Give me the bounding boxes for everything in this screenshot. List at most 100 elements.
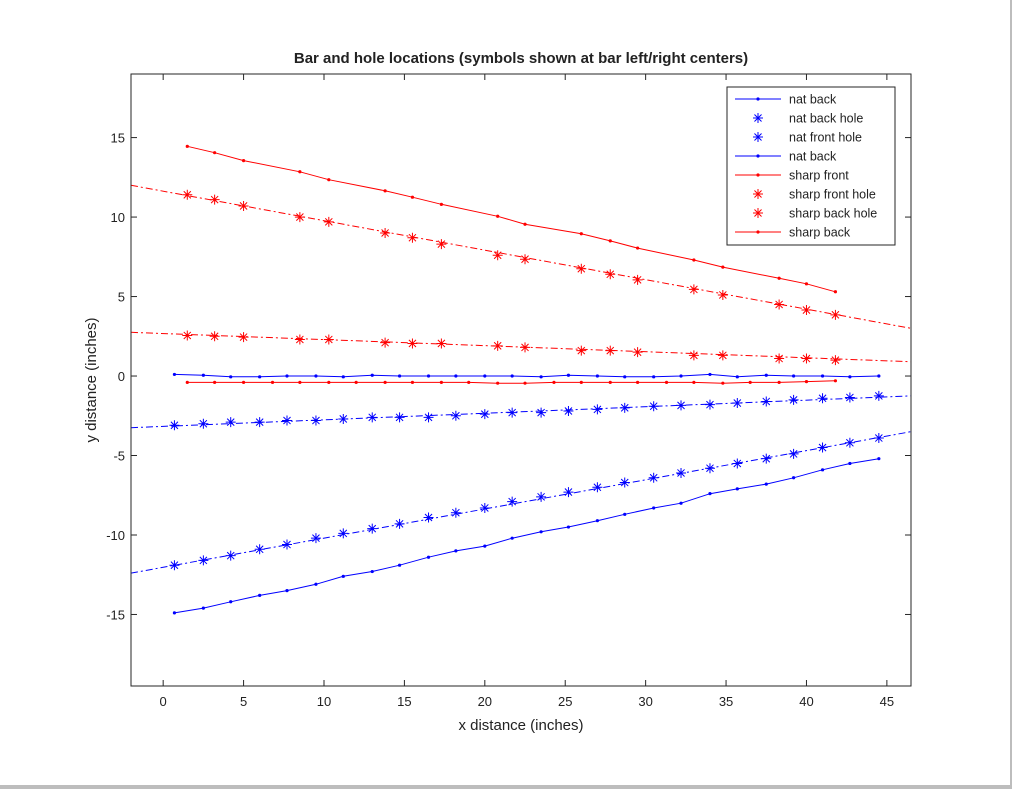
data-point-nat-back-hole-1 (536, 491, 547, 502)
data-point-nat-back-0 (595, 519, 599, 523)
data-point-sharp-front-4 (185, 380, 189, 384)
data-point-nat-back-hole-1 (310, 533, 321, 544)
data-point-nat-back-0 (877, 457, 881, 461)
x-tick-label: 10 (317, 694, 331, 709)
data-point-nat-back-0 (820, 468, 825, 472)
data-point-sharp-back-hole-6 (407, 232, 418, 243)
data-point-nat-back-hole-1 (817, 442, 828, 453)
data-point-sharp-back-hole-6 (182, 189, 193, 200)
data-point-nat-front-hole-2 (198, 418, 209, 429)
data-point-nat-back-hole-1 (761, 453, 772, 464)
data-point-nat-back-3 (426, 374, 431, 378)
legend-label: sharp front (789, 169, 849, 183)
data-point-sharp-front-hole-5 (576, 345, 587, 356)
data-point-sharp-back-7 (439, 202, 443, 206)
y-tick-label: -10 (106, 528, 125, 543)
data-point-sharp-front-4 (383, 380, 387, 384)
chart-title: Bar and hole locations (symbols shown at… (294, 50, 748, 67)
legend-label: sharp back hole (789, 207, 877, 221)
data-point-sharp-front-4 (777, 380, 781, 384)
data-point-sharp-front-4 (467, 380, 471, 384)
data-point-nat-back-0 (679, 501, 683, 505)
legend-symbol (753, 113, 763, 123)
data-point-sharp-front-hole-5 (380, 337, 391, 348)
data-point-sharp-front-4 (579, 380, 583, 384)
data-point-nat-front-hole-2 (254, 417, 265, 428)
data-point-sharp-back-hole-6 (436, 239, 447, 250)
data-point-sharp-back-hole-6 (323, 216, 334, 227)
data-point-nat-front-hole-2 (873, 390, 884, 401)
data-point-nat-back-0 (201, 606, 205, 610)
data-point-nat-back-hole-1 (648, 472, 659, 483)
data-point-sharp-back-7 (298, 170, 302, 174)
plot-area (130, 73, 912, 687)
data-point-nat-back-hole-1 (282, 539, 292, 550)
data-point-nat-back-0 (539, 530, 543, 534)
legend-entry: nat front hole (753, 131, 862, 145)
data-point-nat-front-hole-2 (761, 396, 772, 407)
data-point-nat-back-3 (708, 372, 712, 377)
data-point-sharp-front-4 (496, 381, 500, 385)
data-point-nat-back-hole-1 (676, 467, 687, 478)
data-point-nat-back-0 (764, 482, 768, 486)
data-point-nat-back-0 (791, 476, 796, 480)
data-point-nat-back-3 (201, 373, 205, 377)
y-axis: -15 -10 -5 0 5 10 15 (106, 131, 911, 622)
data-point-nat-back-0 (370, 569, 374, 574)
data-point-sharp-back-hole-6 (774, 299, 785, 310)
data-point-nat-back-3 (539, 375, 543, 379)
data-point-nat-front-hole-2 (676, 400, 687, 411)
data-point-sharp-front-4 (410, 380, 415, 384)
x-axis-label: x distance (inches) (458, 717, 583, 734)
data-point-sharp-front-hole-5 (238, 332, 249, 343)
data-point-sharp-back-7 (410, 195, 415, 199)
data-point-nat-back-0 (510, 536, 514, 540)
data-point-sharp-front-hole-5 (182, 330, 193, 341)
data-point-sharp-front-hole-5 (774, 353, 785, 364)
data-point-sharp-back-7 (608, 239, 612, 243)
data-point-sharp-front-4 (439, 380, 443, 384)
data-point-sharp-back-7 (523, 222, 527, 226)
data-point-nat-back-0 (285, 589, 289, 593)
data-point-nat-back-hole-1 (198, 555, 209, 566)
data-point-nat-front-hole-2 (479, 409, 490, 420)
data-point-nat-back-3 (877, 374, 881, 378)
data-point-sharp-back-7 (635, 246, 640, 250)
data-point-sharp-back-hole-6 (632, 274, 643, 285)
data-point-nat-back-hole-1 (367, 523, 378, 534)
data-point-sharp-front-4 (213, 380, 217, 384)
data-point-sharp-back-hole-6 (830, 309, 841, 320)
plot-markers (169, 144, 884, 615)
data-point-nat-back-0 (229, 600, 233, 604)
series-line-sharp-back-7 (187, 145, 836, 293)
data-point-nat-front-hole-2 (169, 420, 180, 431)
data-point-nat-front-hole-2 (225, 417, 236, 428)
data-point-sharp-front-4 (804, 379, 809, 384)
legend-entry: sharp back hole (753, 207, 877, 221)
data-point-nat-front-hole-2 (338, 413, 349, 424)
y-tick-label: 0 (118, 369, 125, 384)
series-line-nat-back-0 (174, 458, 879, 614)
x-tick-label: 15 (397, 694, 411, 709)
legend-dot (756, 230, 760, 234)
data-point-nat-back-hole-1 (619, 477, 630, 488)
data-point-nat-back-3 (229, 375, 233, 379)
data-point-sharp-front-4 (241, 380, 246, 384)
data-point-nat-back-hole-1 (394, 518, 405, 529)
data-point-nat-back-0 (314, 582, 318, 586)
data-point-nat-front-hole-2 (788, 394, 799, 405)
data-point-sharp-back-7 (383, 189, 387, 193)
legend-label: nat back (789, 150, 837, 164)
data-point-nat-back-3 (679, 374, 683, 378)
legend-entry: nat back hole (753, 112, 863, 126)
data-point-nat-front-hole-2 (648, 401, 659, 412)
data-point-nat-back-0 (623, 512, 627, 516)
data-point-nat-back-3 (172, 372, 177, 377)
data-point-nat-back-3 (848, 375, 852, 379)
data-point-nat-back-0 (708, 492, 712, 496)
series-line-nat-back-3 (174, 373, 879, 378)
x-tick-label: 25 (558, 694, 572, 709)
data-point-nat-front-hole-2 (732, 398, 743, 409)
data-point-sharp-back-hole-6 (801, 305, 812, 316)
